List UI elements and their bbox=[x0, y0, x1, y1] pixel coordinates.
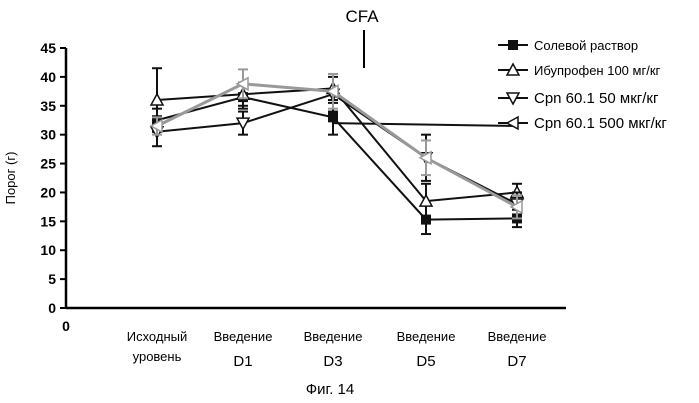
legend-entry-label: Солевой раствор bbox=[534, 38, 638, 53]
y-ticks: 0 5 10 15 20 25 30 35 40 45 bbox=[40, 40, 66, 316]
legend: Солевой раствор Ибупрофен 100 мг/кг Cpn 60… bbox=[498, 38, 667, 132]
y-tick-label: 45 bbox=[40, 40, 56, 56]
y-tick-label: 35 bbox=[40, 98, 56, 114]
x-category-label-line1: Введение bbox=[488, 329, 547, 344]
figure-caption: Фиг. 14 bbox=[306, 381, 354, 398]
y-axis-label: Порог (г) bbox=[3, 152, 18, 205]
x-category-label-line2: D3 bbox=[323, 353, 342, 370]
y-tick-label: 10 bbox=[40, 242, 56, 258]
y-tick-label: 30 bbox=[40, 127, 56, 143]
x-category-label-line2: D1 bbox=[233, 353, 252, 370]
x-category-label-line1: Введение bbox=[397, 329, 456, 344]
legend-entry-label: Cpn 60.1 50 мкг/кг bbox=[534, 90, 659, 107]
legend-entry-label: Cpn 60.1 500 мкг/кг bbox=[534, 115, 667, 132]
y-tick-label: 25 bbox=[40, 156, 56, 172]
cfa-annotation: CFA bbox=[345, 7, 379, 26]
legend-swatch-marker bbox=[507, 117, 518, 129]
series-3 bbox=[151, 77, 523, 216]
x-category-label-line1: Исходный bbox=[127, 329, 188, 344]
x-category-label-line2: D5 bbox=[416, 353, 435, 370]
series-4 bbox=[151, 69, 522, 218]
x-category-label-line2: уровень bbox=[133, 349, 182, 364]
x-category-label-line1: Введение bbox=[304, 329, 363, 344]
x-category-labels: Исходный уровень Введение D1 Введение D3 Введе… bbox=[127, 329, 547, 370]
legend-swatch-marker bbox=[508, 40, 518, 50]
reference-line bbox=[333, 123, 517, 126]
y-tick-label: 40 bbox=[40, 69, 56, 85]
y-tick-label: 15 bbox=[40, 213, 56, 229]
data-point bbox=[328, 112, 338, 122]
x-origin-label: 0 bbox=[62, 318, 70, 334]
legend-entry-label: Ибупрофен 100 мг/кг bbox=[534, 63, 661, 78]
x-category-label-line1: Введение bbox=[214, 329, 273, 344]
y-tick-label: 0 bbox=[48, 300, 56, 316]
y-tick-label: 5 bbox=[48, 271, 56, 287]
y-tick-label: 20 bbox=[40, 184, 56, 200]
plot-area bbox=[151, 68, 523, 234]
x-category-label-line2: D7 bbox=[507, 353, 526, 370]
